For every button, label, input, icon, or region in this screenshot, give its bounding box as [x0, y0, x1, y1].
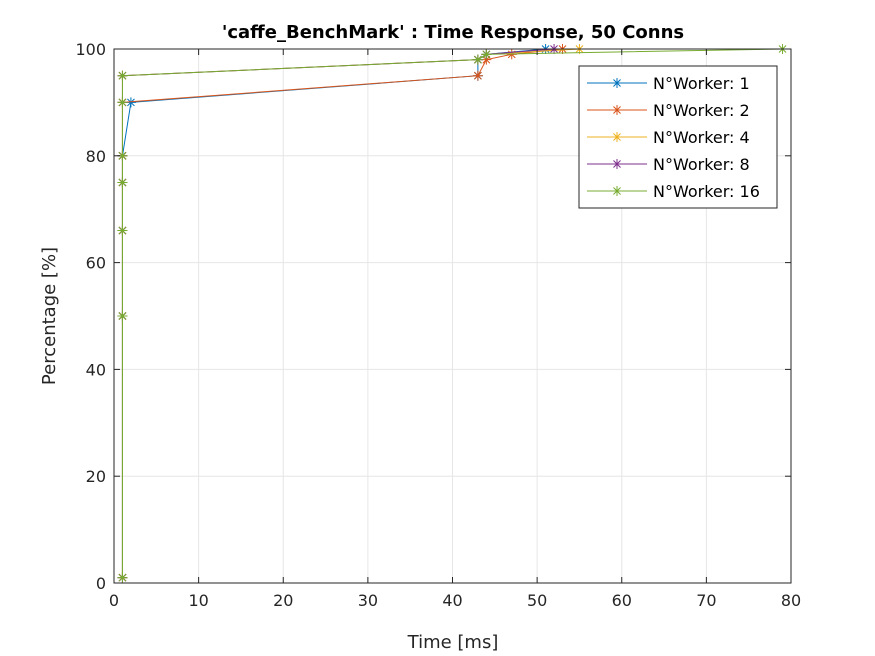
series-2: [117, 44, 568, 583]
data-point: [117, 70, 128, 81]
series-5: [117, 44, 788, 583]
data-point: [117, 177, 128, 188]
y-axis-title: Percentage [%]: [39, 247, 60, 385]
data-point: [125, 97, 136, 108]
data-point: [481, 49, 492, 60]
plot-lines: [117, 44, 788, 583]
legend-entry: N°Worker: 16: [587, 182, 760, 201]
x-tick-label: 70: [696, 591, 716, 610]
chart-title: 'caffe_BenchMark' : Time Response, 50 Co…: [222, 22, 684, 43]
data-point: [117, 311, 128, 321]
legend-entry: N°Worker: 4: [587, 128, 750, 147]
x-tick-label: 20: [273, 591, 293, 610]
y-tick-label: 60: [86, 254, 106, 273]
x-tick-label: 60: [612, 591, 632, 610]
y-tick-label: 40: [86, 360, 106, 379]
legend-label: N°Worker: 8: [653, 155, 750, 174]
legend-entry: N°Worker: 8: [587, 155, 750, 174]
series-line: [121, 48, 546, 578]
series-line: [121, 48, 580, 578]
data-point: [472, 54, 483, 65]
x-tick-label: 10: [188, 591, 208, 610]
series-3: [117, 44, 585, 583]
series-1: [117, 44, 551, 583]
y-tick-label: 20: [86, 467, 106, 486]
legend-label: N°Worker: 4: [653, 128, 750, 147]
series-line: [121, 48, 563, 578]
series-4: [117, 44, 560, 583]
legend-label: N°Worker: 1: [653, 74, 750, 93]
legend-marker: [612, 159, 622, 169]
x-tick-label: 30: [358, 591, 378, 610]
series-line: [121, 48, 555, 578]
y-tick-label: 100: [75, 40, 106, 59]
series-line: [121, 48, 783, 578]
y-axis-ticks: 0 20 40 60 80 100: [75, 40, 791, 593]
legend-label: N°Worker: 2: [653, 101, 750, 120]
data-point: [117, 97, 128, 108]
legend-entry: N°Worker: 2: [587, 101, 750, 120]
legend-label: N°Worker: 16: [653, 182, 760, 201]
legend-marker: [612, 78, 622, 88]
data-point: [117, 150, 128, 161]
x-tick-label: 50: [527, 591, 547, 610]
data-point: [117, 572, 128, 583]
x-tick-label: 0: [109, 591, 119, 610]
data-point: [472, 70, 483, 81]
y-tick-label: 0: [96, 574, 106, 593]
legend-entry: N°Worker: 1: [587, 74, 750, 93]
x-axis-ticks: 0 10 20 30 40 50 60 70 80: [109, 49, 801, 610]
x-axis-title: Time [ms]: [407, 632, 499, 653]
y-tick-label: 80: [86, 147, 106, 166]
data-point: [481, 54, 492, 65]
legend-marker: [612, 132, 622, 142]
x-tick-label: 40: [442, 591, 462, 610]
legend-marker: [612, 105, 622, 115]
legend-marker: [612, 186, 622, 196]
legend: N°Worker: 1 N°Worker: 2 N°Worker: 4 N°Worke…: [578, 65, 778, 209]
data-point: [117, 225, 128, 236]
x-tick-label: 80: [781, 591, 801, 610]
